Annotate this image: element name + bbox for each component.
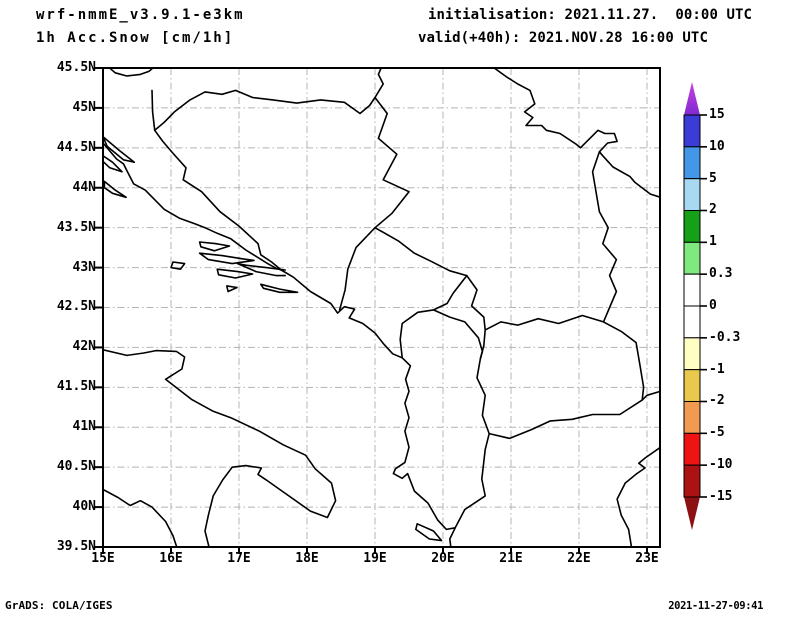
axis-ticks — [95, 67, 648, 554]
lat-tick-label: 41.5N — [56, 379, 96, 395]
island-outline — [103, 155, 123, 173]
lon-tick-label: 20E — [431, 551, 455, 566]
colorbar-label: -1 — [709, 361, 725, 377]
coastline — [103, 142, 456, 547]
island-outline — [198, 241, 231, 252]
country-border — [374, 226, 468, 277]
colorbar-label: 10 — [709, 138, 725, 154]
lat-tick-label: 44N — [72, 179, 96, 195]
lat-tick-label: 39.5N — [56, 538, 96, 554]
colorbar-label: -0.3 — [709, 329, 741, 345]
coastline — [103, 488, 178, 547]
lon-tick-label: 17E — [227, 551, 251, 566]
lat-tick-label: 43.5N — [56, 219, 96, 235]
colorbar-label: 2 — [709, 202, 717, 218]
lon-tick-label: 21E — [499, 551, 523, 566]
island-outline — [260, 283, 299, 294]
colorbar-arrow-bottom — [684, 496, 700, 530]
country-border — [108, 68, 155, 77]
coastline — [103, 349, 337, 547]
colorbar-segment — [683, 337, 701, 371]
colorbar-segment — [683, 114, 701, 148]
colorbar-label: 5 — [709, 170, 717, 186]
lon-tick-label: 22E — [567, 551, 591, 566]
country-border — [454, 432, 490, 529]
island-outline — [170, 261, 186, 270]
model-title: wrf-nmmE_v3.9.1-e3km — [36, 7, 245, 23]
colorbar-label: -5 — [709, 425, 725, 441]
colorbar-segment — [683, 305, 701, 339]
colorbar-label: 0.3 — [709, 266, 733, 282]
colorbar-label: -10 — [709, 457, 733, 473]
country-border — [476, 314, 645, 440]
valid-time: valid(+40h): 2021.NOV.28 16:00 UTC — [418, 30, 708, 46]
colorbar-segment — [683, 273, 701, 307]
lat-tick-label: 40.5N — [56, 459, 96, 475]
initialisation-time: initialisation: 2021.11.27. 00:00 UTC — [428, 7, 753, 23]
country-border — [591, 151, 618, 323]
coastline — [236, 262, 286, 277]
colorbar-segment — [683, 241, 701, 275]
coastlines-and-borders — [103, 68, 660, 547]
colorbar-segment — [683, 146, 701, 180]
lat-tick-label: 42N — [72, 339, 96, 355]
lon-tick-label: 19E — [363, 551, 387, 566]
island-outline — [226, 285, 238, 293]
field-title: 1h Acc.Snow [cm/1h] — [36, 30, 235, 46]
colorbar-label: 0 — [709, 297, 717, 313]
country-border — [492, 68, 660, 198]
lat-tick-label: 45N — [72, 99, 96, 115]
country-border — [432, 309, 484, 360]
colorbar-arrow-top — [684, 82, 700, 115]
lat-tick-label: 44.5N — [56, 139, 96, 155]
country-border — [374, 68, 384, 99]
creation-timestamp: 2021-11-27-09:41 — [668, 600, 763, 612]
colorbar-segment — [683, 210, 701, 243]
colorbar-graphic — [683, 82, 707, 530]
lat-tick-label: 45.5N — [56, 60, 96, 75]
island-outline — [103, 180, 127, 199]
colorbar-label: 1 — [709, 234, 717, 250]
colorbar-segment — [683, 369, 701, 402]
colorbar-segment — [683, 178, 701, 211]
lon-tick-label: 18E — [295, 551, 319, 566]
island-outline — [415, 523, 443, 542]
lat-tick-label: 42.5N — [56, 299, 96, 315]
colorbar-segment — [683, 464, 701, 498]
country-border — [641, 390, 660, 401]
lon-tick-label: 16E — [159, 551, 183, 566]
lat-tick-label: 43N — [72, 259, 96, 275]
country-border — [151, 89, 410, 311]
coastline — [616, 446, 660, 547]
country-border — [399, 274, 468, 359]
country-border — [153, 129, 282, 271]
island-outline — [216, 268, 254, 279]
lat-tick-label: 40N — [72, 499, 96, 515]
island-outline — [103, 135, 136, 163]
grads-credit: GrADS: COLA/IGES — [5, 599, 113, 612]
lat-lon-gridlines — [103, 68, 660, 547]
lat-tick-label: 41N — [72, 419, 96, 435]
colorbar-segment — [683, 401, 701, 434]
lon-tick-label: 23E — [635, 551, 659, 566]
colorbar-segment — [683, 432, 701, 466]
island-outline — [198, 252, 255, 265]
colorbar-label: 15 — [709, 107, 725, 122]
colorbar-label: -2 — [709, 393, 725, 409]
colorbar-label: -15 — [709, 488, 733, 504]
country-border — [466, 274, 486, 331]
lon-tick-label: 15E — [91, 551, 115, 566]
